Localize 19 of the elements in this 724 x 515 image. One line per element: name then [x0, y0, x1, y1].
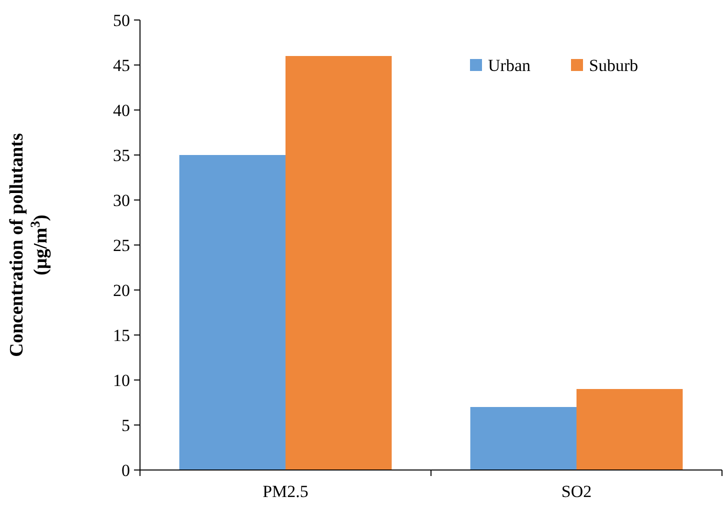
y-tick-label: 50 [113, 10, 130, 30]
bar [576, 389, 683, 470]
y-tick-label: 5 [122, 416, 130, 435]
legend-label: Suburb [589, 56, 638, 75]
y-tick-label: 10 [113, 370, 130, 390]
y-tick-label: 35 [113, 146, 130, 165]
y-tick-label: 45 [113, 56, 130, 75]
x-tick-label: SO2 [561, 482, 592, 501]
bar [179, 155, 286, 470]
legend-label: Urban [488, 56, 531, 75]
y-tick-label: 0 [122, 460, 130, 480]
bar [470, 407, 576, 470]
bar [286, 56, 392, 470]
y-tick-label: 40 [113, 100, 130, 120]
y-tick-label: 30 [113, 190, 130, 210]
y-tick-label: 15 [113, 326, 130, 345]
x-tick-label: PM2.5 [262, 482, 308, 501]
y-tick-label: 20 [113, 280, 130, 300]
y-tick-label: 25 [113, 236, 130, 255]
